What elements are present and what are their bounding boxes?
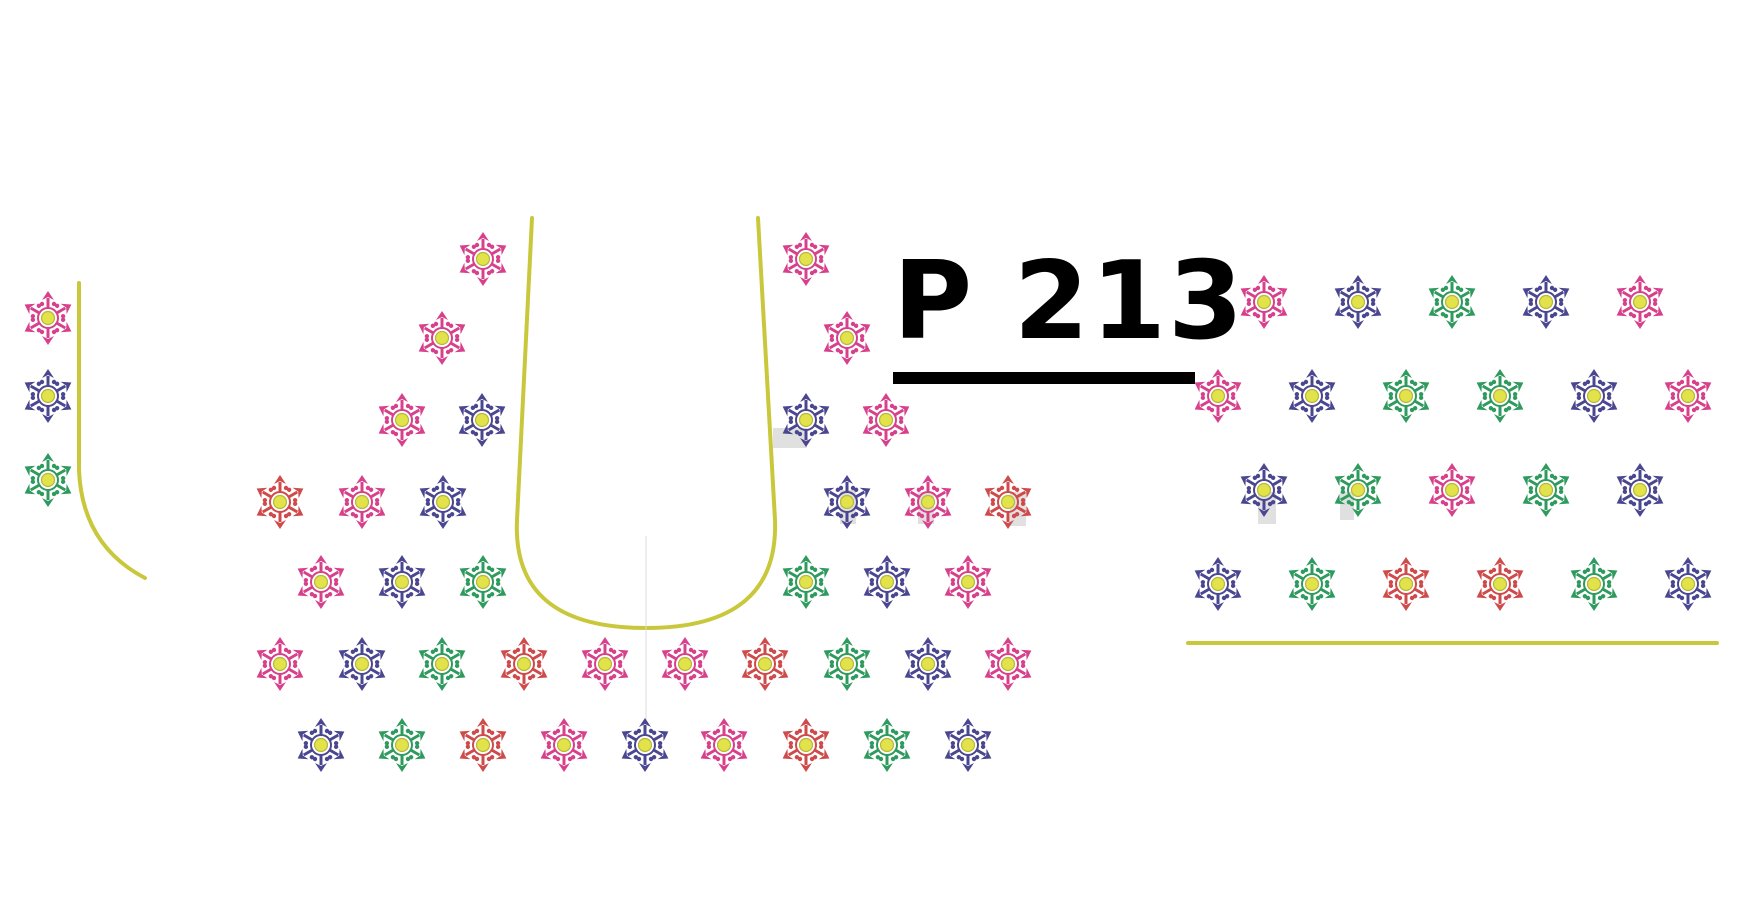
flower-motif-icon xyxy=(782,393,830,447)
flower-motif-icon xyxy=(297,555,345,609)
sleeve-panel-motifs xyxy=(1194,275,1712,611)
flower-motif-icon xyxy=(1570,369,1618,423)
flower-motif-icon xyxy=(862,393,910,447)
flower-motif-icon xyxy=(944,555,992,609)
design-code-underline xyxy=(893,372,1195,384)
flower-motif-icon xyxy=(1288,557,1336,611)
flower-motif-icon xyxy=(984,637,1032,691)
flower-motif-icon xyxy=(904,637,952,691)
flower-motif-icon xyxy=(1382,369,1430,423)
flower-motif-icon xyxy=(1240,463,1288,517)
flower-motif-icon xyxy=(256,637,304,691)
flower-motif-icon xyxy=(1616,463,1664,517)
flower-motif-icon xyxy=(378,555,426,609)
flower-motif-icon xyxy=(459,718,507,772)
flower-motif-icon xyxy=(782,232,830,286)
flower-motif-icon xyxy=(297,718,345,772)
flower-motif-icon xyxy=(621,718,669,772)
flower-motif-icon xyxy=(863,555,911,609)
flower-motif-icon xyxy=(419,475,467,529)
flower-motif-icon xyxy=(581,637,629,691)
flower-motif-icon xyxy=(1288,369,1336,423)
flower-motif-icon xyxy=(741,637,789,691)
flower-motif-icon xyxy=(459,232,507,286)
flower-motif-icon xyxy=(984,475,1032,529)
front-panel-motifs xyxy=(256,232,1032,772)
flower-motif-icon xyxy=(944,718,992,772)
flower-motif-icon xyxy=(823,475,871,529)
flower-motif-icon xyxy=(904,475,952,529)
flower-motif-icon xyxy=(24,291,72,345)
flower-motif-icon xyxy=(1428,463,1476,517)
flower-motif-icon xyxy=(700,718,748,772)
flower-motif-icon xyxy=(1664,557,1712,611)
watermark-mark xyxy=(773,428,807,448)
flower-motif-icon xyxy=(1428,275,1476,329)
flower-motif-icon xyxy=(338,637,386,691)
flower-motif-icon xyxy=(1476,369,1524,423)
left-strip-border-line xyxy=(77,281,147,580)
flower-motif-icon xyxy=(823,637,871,691)
flower-motif-icon xyxy=(1570,557,1618,611)
flower-motif-icon xyxy=(1194,557,1242,611)
flower-motif-icon xyxy=(1334,463,1382,517)
flower-motif-icon xyxy=(1334,275,1382,329)
flower-motif-icon xyxy=(661,637,709,691)
flower-motif-icon xyxy=(782,718,830,772)
flower-motif-icon xyxy=(378,393,426,447)
flower-motif-icon xyxy=(338,475,386,529)
flower-motif-icon xyxy=(1522,463,1570,517)
flower-motif-icon xyxy=(418,637,466,691)
flower-motif-icon xyxy=(1194,369,1242,423)
flower-motif-icon xyxy=(823,311,871,365)
flower-motif-icon xyxy=(256,475,304,529)
flower-motif-icon xyxy=(24,453,72,507)
flower-motif-icon xyxy=(1382,557,1430,611)
flower-motif-icon xyxy=(540,718,588,772)
flower-motif-icon xyxy=(1240,275,1288,329)
flower-motif-icon xyxy=(1664,369,1712,423)
flower-motif-icon xyxy=(1616,275,1664,329)
flower-motif-icon xyxy=(500,637,548,691)
left-strip-motifs xyxy=(24,291,72,507)
flower-motif-icon xyxy=(24,369,72,423)
flower-motif-icon xyxy=(458,393,506,447)
design-code-label: P 213 xyxy=(893,239,1246,364)
flower-motif-icon xyxy=(1522,275,1570,329)
flower-motif-icon xyxy=(782,555,830,609)
flower-motif-icon xyxy=(378,718,426,772)
flower-motif-icon xyxy=(459,555,507,609)
flower-motif-icon xyxy=(863,718,911,772)
flower-motif-icon xyxy=(418,311,466,365)
flower-motif-icon xyxy=(1476,557,1524,611)
